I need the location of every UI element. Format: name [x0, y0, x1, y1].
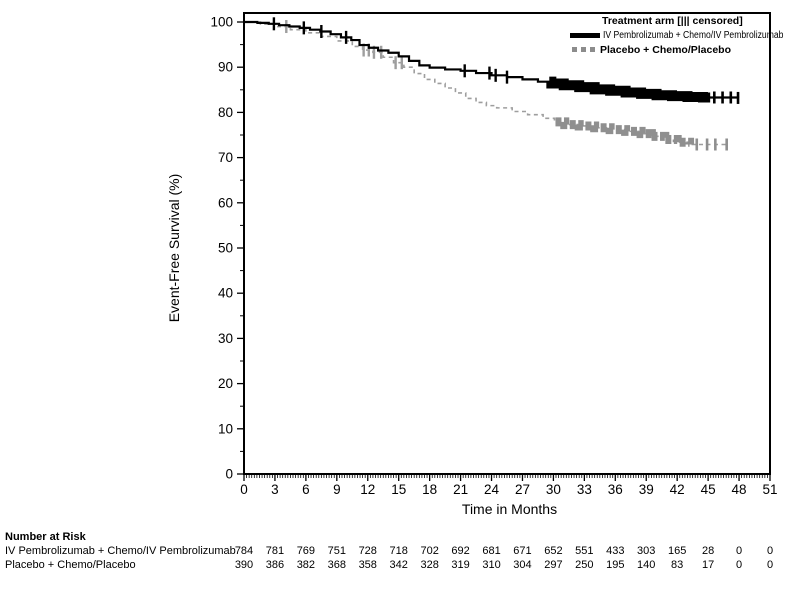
risk-count: 165	[667, 545, 687, 557]
risk-count: 328	[420, 559, 439, 571]
risk-count: 681	[482, 545, 501, 557]
risk-count: 784	[234, 545, 254, 557]
legend-item-placebo: Placebo + Chemo/Placebo	[570, 43, 786, 56]
risk-count: 195	[606, 559, 625, 571]
risk-count: 718	[389, 545, 408, 557]
risk-count: 0	[735, 545, 743, 557]
svg-text:90: 90	[218, 60, 233, 75]
risk-count: 17	[701, 559, 715, 571]
risk-count: 692	[451, 545, 470, 557]
risk-count: 652	[544, 545, 563, 557]
number-at-risk-heading: Number at Risk	[5, 531, 86, 543]
risk-count: 310	[482, 559, 501, 571]
legend-label-pembrolizumab: IV Pembrolizumab + Chemo/IV Pembrolizuma…	[603, 30, 784, 41]
svg-text:21: 21	[453, 482, 468, 497]
risk-count: 386	[265, 559, 285, 571]
risk-count: 342	[389, 559, 408, 571]
risk-count: 769	[296, 545, 316, 557]
risk-row-label-pembrolizumab: IV Pembrolizumab + Chemo/IV Pembrolizuma…	[5, 545, 236, 557]
risk-count: 728	[358, 545, 377, 557]
risk-count: 358	[358, 559, 377, 571]
risk-count: 390	[234, 559, 254, 571]
dashed-squares-swatch-icon	[572, 47, 595, 52]
svg-text:0: 0	[240, 482, 248, 497]
risk-count: 0	[766, 559, 774, 571]
risk-count: 702	[420, 545, 439, 557]
svg-text:51: 51	[762, 482, 777, 497]
svg-text:70: 70	[218, 150, 233, 165]
svg-text:36: 36	[608, 482, 623, 497]
risk-count: 781	[265, 545, 285, 557]
chart-legend: Treatment arm [||| censored] IV Pembroli…	[570, 15, 786, 56]
svg-text:20: 20	[218, 376, 233, 391]
svg-text:24: 24	[484, 482, 500, 497]
risk-count: 303	[637, 545, 656, 557]
svg-text:30: 30	[218, 331, 233, 346]
svg-text:80: 80	[218, 105, 233, 120]
svg-text:18: 18	[422, 482, 437, 497]
risk-count: 319	[451, 559, 470, 571]
svg-text:27: 27	[515, 482, 530, 497]
risk-count: 297	[544, 559, 563, 571]
risk-count: 250	[575, 559, 594, 571]
svg-text:15: 15	[391, 482, 406, 497]
risk-count: 0	[766, 545, 774, 557]
svg-text:9: 9	[333, 482, 341, 497]
svg-text:45: 45	[701, 482, 716, 497]
x-axis-title: Time in Months	[461, 501, 558, 517]
risk-count: 751	[327, 545, 346, 557]
svg-text:12: 12	[360, 482, 375, 497]
svg-text:40: 40	[218, 286, 233, 301]
risk-count: 83	[671, 559, 684, 571]
risk-count: 382	[296, 559, 316, 571]
svg-text:39: 39	[639, 482, 654, 497]
legend-title: Treatment arm [||| censored]	[602, 15, 743, 27]
y-axis-title: Event-Free Survival (%)	[166, 173, 182, 323]
svg-text:33: 33	[577, 482, 592, 497]
svg-text:6: 6	[302, 482, 310, 497]
risk-row-label-placebo: Placebo + Chemo/Placebo	[5, 559, 136, 571]
svg-text:60: 60	[218, 195, 233, 210]
risk-count: 304	[513, 559, 532, 571]
svg-text:50: 50	[218, 241, 233, 256]
risk-count: 28	[701, 545, 715, 557]
risk-count: 140	[637, 559, 656, 571]
svg-text:30: 30	[546, 482, 561, 497]
risk-count: 671	[513, 545, 532, 557]
svg-text:10: 10	[218, 421, 233, 436]
risk-count: 368	[327, 559, 346, 571]
legend-item-pembrolizumab: IV Pembrolizumab + Chemo/IV Pembrolizuma…	[570, 30, 786, 41]
svg-text:42: 42	[670, 482, 685, 497]
risk-count: 433	[606, 545, 625, 557]
svg-text:3: 3	[271, 482, 279, 497]
svg-text:0: 0	[225, 467, 233, 482]
svg-text:100: 100	[210, 15, 233, 30]
svg-text:48: 48	[732, 482, 747, 497]
censor-band	[555, 117, 695, 147]
risk-count: 0	[735, 559, 743, 571]
risk-count: 551	[575, 545, 594, 557]
solid-line-swatch-icon	[570, 33, 600, 38]
legend-label-placebo: Placebo + Chemo/Placebo	[600, 43, 732, 56]
censor-band	[546, 76, 711, 103]
